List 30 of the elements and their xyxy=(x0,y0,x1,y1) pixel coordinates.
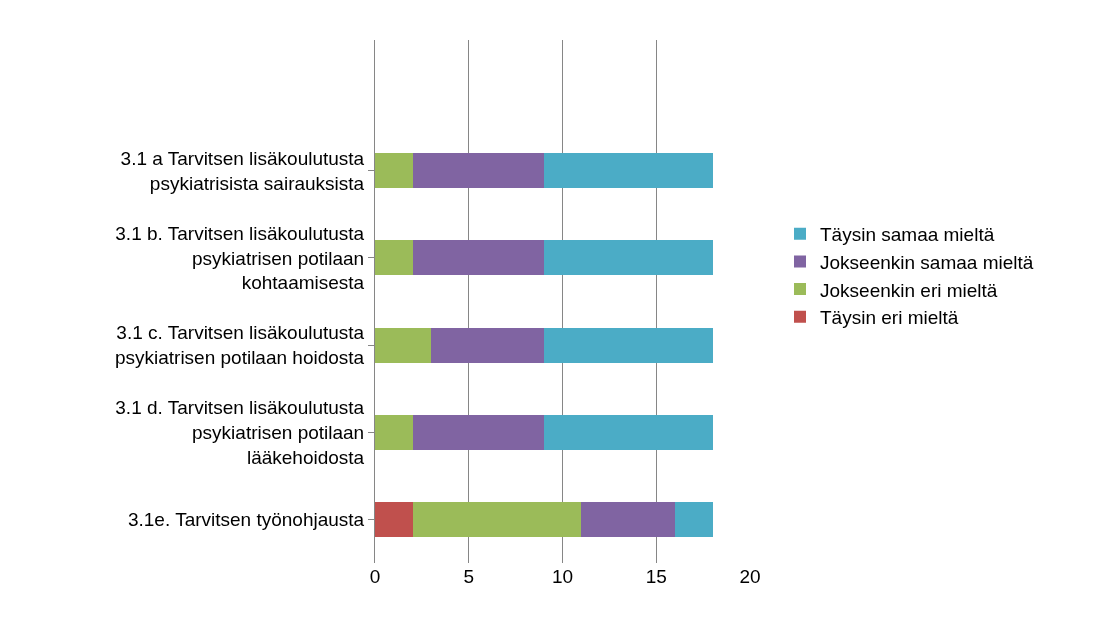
bar xyxy=(412,501,582,537)
legend-label: Täysin samaa mieltä xyxy=(820,224,995,246)
bar xyxy=(412,153,544,189)
x-tick-label: 10 xyxy=(551,566,574,587)
bar xyxy=(375,240,413,276)
bar xyxy=(543,240,713,276)
y-tick-label: 3.1 c. Tarvitsen lisäkoulutusta psykiatrisen potilaan hoidosta xyxy=(114,322,365,369)
bar xyxy=(543,327,713,363)
y-tick-label: 3.1 d. Tarvitsen lisäkoulutusta psykiatrisen potilaan lääkehoidosta xyxy=(115,397,365,468)
bar xyxy=(675,501,713,537)
bar xyxy=(543,414,713,450)
bar xyxy=(431,327,544,363)
legend-label: Täysin eri mieltä xyxy=(820,307,959,329)
bar xyxy=(375,414,413,450)
bar xyxy=(412,414,544,450)
bar xyxy=(375,153,413,189)
bar xyxy=(581,501,675,537)
x-tick-label: 20 xyxy=(739,566,761,587)
bar xyxy=(375,327,432,363)
x-tick-label: 15 xyxy=(645,566,667,587)
bar xyxy=(375,501,413,537)
y-tick-label: 3.1e. Tarvitsen työnohjausta xyxy=(127,509,365,531)
y-tick-label: 3.1 b. Tarvitsen lisäkoulutusta psykiatrisen potilaan kohtaamisesta xyxy=(115,222,365,294)
x-tick-label: 5 xyxy=(463,566,475,587)
legend-label: Jokseenkin eri mieltä xyxy=(820,279,998,301)
bar xyxy=(412,240,544,276)
x-tick-label: 0 xyxy=(369,566,381,587)
y-tick-label: 3.1 a Tarvitsen lisäkoulutusta psykiatrisista sairauksista xyxy=(120,148,365,194)
bar xyxy=(543,153,713,189)
legend-label: Jokseenkin samaa mieltä xyxy=(820,251,1034,273)
